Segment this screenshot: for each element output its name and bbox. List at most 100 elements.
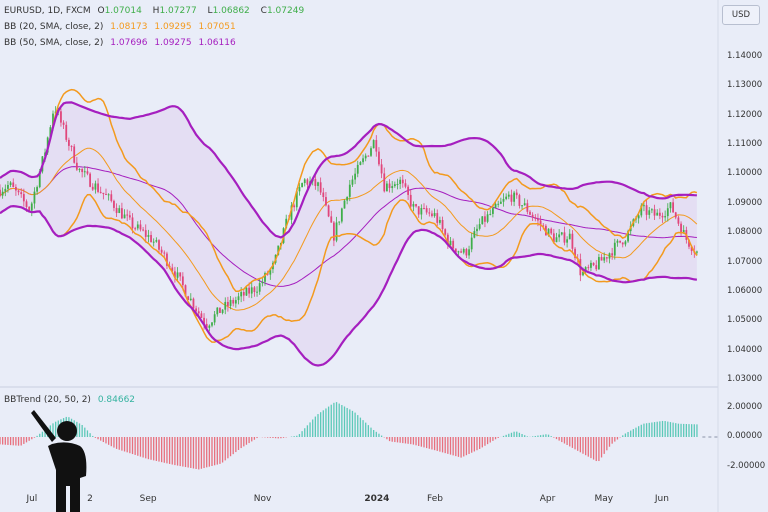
candle[interactable]: [598, 253, 600, 270]
candle[interactable]: [658, 208, 661, 220]
candle[interactable]: [423, 203, 425, 210]
candle[interactable]: [558, 229, 561, 242]
candle[interactable]: [507, 191, 510, 200]
candle[interactable]: [303, 178, 306, 187]
candle[interactable]: [33, 187, 36, 209]
candle[interactable]: [176, 267, 179, 282]
candle[interactable]: [460, 248, 462, 254]
candle[interactable]: [417, 206, 420, 218]
candle[interactable]: [677, 215, 680, 226]
candle[interactable]: [166, 251, 168, 270]
candle[interactable]: [15, 184, 17, 196]
candle[interactable]: [152, 238, 155, 247]
candle[interactable]: [253, 285, 256, 297]
candle[interactable]: [179, 272, 182, 281]
bb50-upper-line[interactable]: [0, 101, 697, 239]
candle[interactable]: [568, 229, 571, 240]
candle[interactable]: [325, 191, 327, 207]
candle[interactable]: [314, 174, 317, 190]
candle[interactable]: [648, 206, 651, 219]
candle[interactable]: [4, 184, 7, 197]
candle[interactable]: [348, 179, 351, 202]
candle[interactable]: [523, 198, 526, 206]
symbol-label[interactable]: EURUSD, 1D, FXCM: [4, 6, 91, 16]
candle[interactable]: [200, 310, 203, 319]
candle[interactable]: [399, 176, 402, 190]
candle[interactable]: [81, 168, 84, 178]
candle[interactable]: [529, 210, 531, 216]
candle[interactable]: [213, 311, 216, 326]
candle[interactable]: [478, 218, 481, 231]
candle[interactable]: [221, 309, 224, 315]
candle[interactable]: [227, 296, 229, 312]
candle[interactable]: [89, 172, 91, 188]
candle[interactable]: [441, 216, 444, 233]
candle[interactable]: [526, 199, 529, 215]
candle[interactable]: [0, 184, 1, 198]
candle[interactable]: [30, 201, 33, 217]
candle[interactable]: [75, 156, 78, 172]
candle[interactable]: [62, 120, 65, 129]
candle[interactable]: [486, 211, 489, 224]
candle[interactable]: [118, 205, 121, 214]
candle[interactable]: [462, 247, 465, 255]
candle[interactable]: [65, 121, 68, 142]
candle[interactable]: [653, 204, 656, 220]
candle[interactable]: [666, 203, 669, 222]
candle[interactable]: [327, 204, 330, 218]
candle[interactable]: [105, 188, 107, 196]
candle[interactable]: [386, 181, 388, 192]
candle[interactable]: [110, 190, 113, 203]
candle[interactable]: [364, 153, 367, 162]
candle[interactable]: [401, 174, 404, 188]
candle[interactable]: [78, 168, 81, 173]
candle[interactable]: [17, 189, 20, 196]
candle[interactable]: [187, 295, 190, 301]
candle[interactable]: [99, 186, 102, 194]
candle[interactable]: [189, 293, 192, 302]
candle[interactable]: [669, 201, 672, 213]
legend-bbtrend[interactable]: BBTrend (20, 50, 2) 0.84662: [4, 395, 139, 405]
candle[interactable]: [420, 204, 423, 220]
candle[interactable]: [70, 145, 73, 152]
candle[interactable]: [611, 247, 614, 260]
candle[interactable]: [359, 161, 362, 166]
candle[interactable]: [383, 167, 386, 193]
candle[interactable]: [613, 238, 616, 260]
candle[interactable]: [425, 205, 428, 215]
candle[interactable]: [195, 305, 197, 318]
candle[interactable]: [563, 226, 566, 246]
candle[interactable]: [393, 181, 396, 188]
candle[interactable]: [499, 197, 502, 205]
candle[interactable]: [621, 242, 624, 248]
candle[interactable]: [250, 281, 253, 299]
candle[interactable]: [531, 212, 534, 222]
candle[interactable]: [444, 228, 447, 236]
candle[interactable]: [36, 185, 38, 195]
candle[interactable]: [306, 178, 309, 189]
candle[interactable]: [234, 296, 237, 308]
candle[interactable]: [470, 233, 473, 253]
candle[interactable]: [515, 189, 518, 199]
candle[interactable]: [465, 247, 468, 259]
candle[interactable]: [123, 209, 126, 219]
candle[interactable]: [560, 231, 563, 236]
candle[interactable]: [150, 231, 152, 243]
candle[interactable]: [9, 181, 12, 188]
candle[interactable]: [415, 203, 417, 208]
legend-bb20[interactable]: BB (20, SMA, close, 2) 1.08173 1.09295 1…: [4, 22, 240, 32]
candle[interactable]: [97, 178, 99, 194]
candle[interactable]: [264, 271, 266, 286]
candle[interactable]: [224, 297, 227, 315]
candle[interactable]: [113, 199, 115, 212]
candle[interactable]: [203, 313, 205, 330]
candle[interactable]: [378, 147, 380, 167]
candle[interactable]: [534, 214, 537, 222]
candle[interactable]: [319, 177, 322, 196]
candle[interactable]: [452, 238, 455, 250]
candle[interactable]: [144, 224, 147, 243]
candle[interactable]: [489, 209, 492, 216]
candle[interactable]: [346, 196, 349, 205]
candle[interactable]: [619, 240, 621, 244]
candle[interactable]: [139, 220, 142, 232]
